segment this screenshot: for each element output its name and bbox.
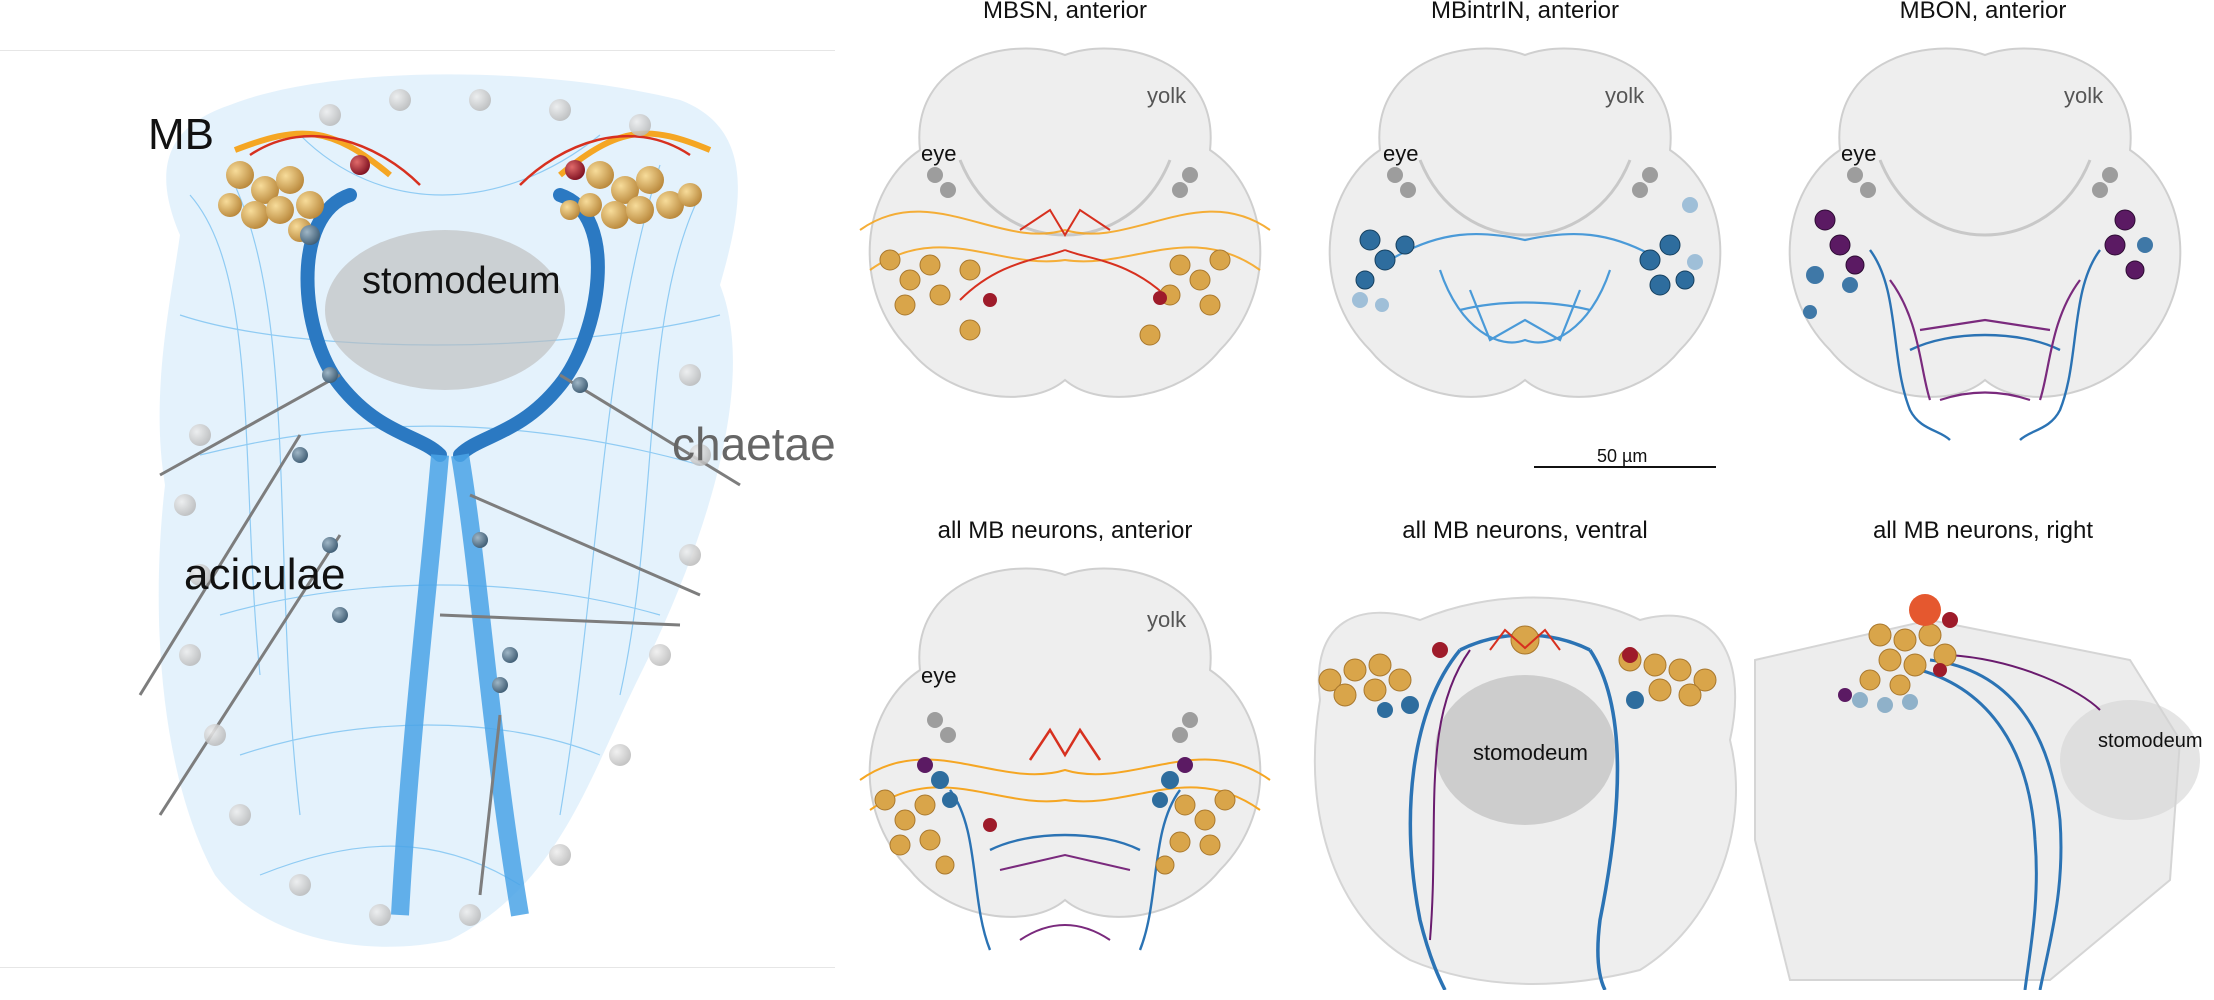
mbintrin-yolk-label: yolk bbox=[1605, 83, 1645, 108]
scale-bar-label: 50 µm bbox=[1597, 446, 1648, 466]
mbon-anterior-panel: yolk eye bbox=[1770, 30, 2200, 470]
mbon-anterior-illustration bbox=[1788, 47, 2182, 441]
mbintrin-eye-label: eye bbox=[1383, 141, 1419, 166]
panel-title-all-right: all MB neurons, right bbox=[1872, 517, 2094, 544]
all-anterior-panel: yolk eye bbox=[850, 550, 1280, 980]
all-right-illustration bbox=[1754, 594, 2200, 990]
panel-title-mbintrin: MBintrIN, anterior bbox=[1430, 0, 1620, 24]
panel-title-all-ventral: all MB neurons, ventral bbox=[1402, 517, 1648, 544]
ventral-stomodeum-label: stomodeum bbox=[1473, 740, 1588, 765]
divider-top bbox=[0, 50, 835, 51]
all-ventral-panel: stomodeum bbox=[1300, 560, 1750, 990]
mbon-yolk-label: yolk bbox=[2064, 83, 2104, 108]
mbsn-anterior-illustration bbox=[859, 47, 1271, 398]
all-right-panel: stomodeum bbox=[1750, 560, 2214, 990]
aciculae-label: aciculae bbox=[184, 550, 346, 599]
ventral-stomodeum-shape bbox=[1435, 675, 1615, 825]
stomodeum-shape bbox=[325, 230, 565, 390]
mbintrin-anterior-panel: yolk eye bbox=[1310, 30, 1740, 430]
panel-title-mbon: MBON, anterior bbox=[1899, 0, 2067, 24]
divider-bottom bbox=[0, 967, 835, 968]
panel-title-all-anterior: all MB neurons, anterior bbox=[937, 517, 1193, 544]
scale-bar bbox=[1534, 466, 1716, 468]
stomodeum-label: stomodeum bbox=[362, 260, 561, 302]
all-ventral-illustration bbox=[1313, 596, 1737, 990]
mbsn-eye-label: eye bbox=[921, 141, 957, 166]
mb-label: MB bbox=[148, 110, 214, 159]
mbsn-anterior-panel: yolk eye bbox=[850, 30, 1280, 430]
mbintrin-anterior-illustration bbox=[1328, 47, 1722, 398]
right-stomodeum-label: stomodeum bbox=[2098, 730, 2203, 752]
chaetae-label: chaetae bbox=[672, 418, 836, 470]
whole-body-illustration bbox=[138, 74, 741, 947]
all-anterior-yolk-label: yolk bbox=[1147, 607, 1187, 632]
all-anterior-illustration bbox=[859, 567, 1271, 951]
mbon-eye-label: eye bbox=[1841, 141, 1877, 166]
whole-body-panel: MB stomodeum chaetae aciculae bbox=[0, 55, 836, 965]
mbsn-yolk-label: yolk bbox=[1147, 83, 1187, 108]
panel-title-mbsn: MBSN, anterior bbox=[982, 0, 1148, 24]
all-anterior-eye-label: eye bbox=[921, 663, 957, 688]
